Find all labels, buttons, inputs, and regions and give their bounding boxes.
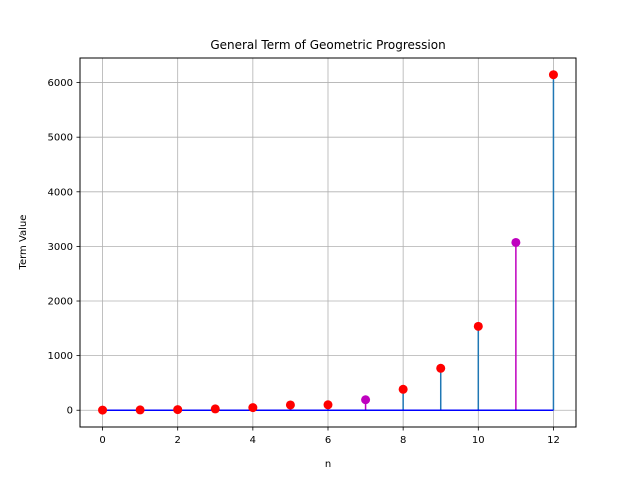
y-axis-label: Term Value (18, 215, 29, 271)
data-point-marker (173, 405, 183, 415)
data-point-marker (436, 363, 446, 373)
data-point-marker (248, 403, 258, 413)
x-axis-label: n (325, 459, 331, 470)
y-tick-label: 5000 (48, 133, 73, 144)
data-point-marker (323, 400, 333, 410)
x-tick-label: 8 (400, 435, 406, 446)
data-point-marker (548, 70, 558, 80)
x-tick-label: 12 (547, 435, 560, 446)
y-tick-label: 0 (67, 406, 73, 417)
x-tick-label: 0 (99, 435, 105, 446)
data-point-marker (210, 404, 220, 414)
y-tick-label: 6000 (48, 78, 73, 89)
y-tick-label: 2000 (48, 297, 73, 308)
markers (98, 70, 558, 415)
x-tick-label: 4 (250, 435, 256, 446)
x-tick-label: 10 (472, 435, 485, 446)
chart-title: General Term of Geometric Progression (210, 38, 445, 52)
data-point-marker (98, 405, 108, 415)
data-point-marker (511, 237, 521, 247)
x-tick-label: 6 (325, 435, 331, 446)
y-tick-label: 3000 (48, 242, 73, 253)
data-point-marker (473, 321, 483, 331)
data-point-marker (285, 400, 295, 410)
data-point-marker (398, 384, 408, 394)
grid (80, 58, 576, 427)
x-tick-label: 2 (175, 435, 181, 446)
data-point-marker (361, 395, 371, 405)
x-axis-ticks: 0 2 4 6 8 10 12 (99, 427, 560, 446)
data-point-marker (135, 405, 145, 415)
y-axis-ticks: 0 1000 2000 3000 4000 5000 6000 (48, 78, 80, 417)
y-tick-label: 4000 (48, 187, 73, 198)
y-tick-label: 1000 (48, 351, 73, 362)
